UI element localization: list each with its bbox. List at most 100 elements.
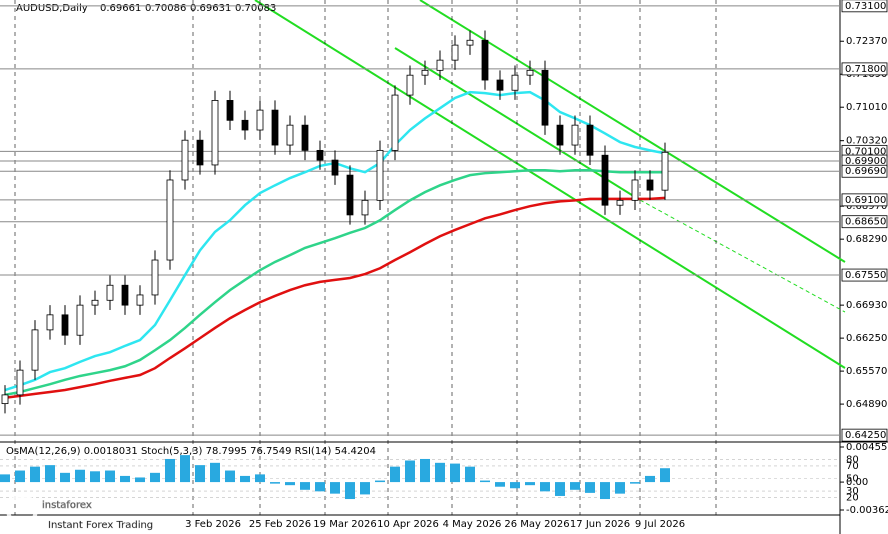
candle-body [256, 109, 264, 131]
candle-body [541, 69, 549, 126]
osma-bar [15, 470, 25, 483]
y2-tick-label: 70 [846, 461, 859, 472]
candle-body [196, 139, 204, 166]
y-tick-label: 0.64890 [846, 399, 887, 410]
candle-body [271, 109, 279, 146]
level-label: 0.71800 [845, 64, 886, 75]
osma-bar [495, 482, 505, 487]
osma-bar [210, 462, 220, 483]
osma-bar [270, 482, 280, 484]
y-tick-label: 0.004552 [846, 442, 888, 453]
channel-line [419, 0, 846, 263]
y-tick-label: 0.68290 [846, 234, 887, 245]
candle-body [586, 124, 594, 156]
candle-body [226, 100, 234, 121]
y2-tick-label: 20 [846, 492, 859, 503]
osma-bar [570, 482, 580, 490]
level-box [841, 0, 888, 13]
x-tick-label: 17 Jun 2026 [570, 519, 630, 530]
candle-body [466, 39, 474, 46]
osma-bar [510, 482, 520, 489]
y-tick-label: 0.70320 [846, 136, 887, 147]
chart-title: AUDUSD,Daily [16, 3, 88, 14]
y-tick-label: 0.66930 [846, 300, 887, 311]
candle-body [646, 179, 654, 191]
osma-bar [465, 466, 475, 483]
osma-bar [450, 463, 460, 483]
osma-bar [60, 472, 70, 483]
level-label: 0.68650 [845, 217, 886, 228]
channel-line [254, 0, 846, 369]
candle-body [481, 39, 489, 81]
candle-body [136, 294, 144, 306]
x-tick-label: 4 May 2026 [443, 519, 502, 530]
logo-icon [6, 494, 38, 526]
level-label: 0.70100 [845, 146, 886, 157]
osma-bar [75, 469, 85, 483]
candle-body [31, 329, 39, 371]
candle-body [616, 199, 624, 206]
candle-body [631, 179, 639, 201]
x-tick-label: 26 May 2026 [504, 519, 569, 530]
candle-body [286, 124, 294, 146]
candle-body [451, 44, 459, 61]
candle-body [661, 151, 669, 191]
level-label: 0.69100 [845, 195, 886, 206]
osma-bar [330, 482, 340, 494]
candle-body [421, 69, 429, 76]
level-box [841, 164, 888, 178]
logo: instaforex Instant Forex Trading [6, 494, 153, 531]
candle-body [301, 124, 309, 151]
candle-body [151, 259, 159, 296]
candle-body [106, 284, 114, 301]
osma-bar [0, 474, 10, 483]
y2-tick-label: 80 [846, 455, 859, 466]
candle-body [1, 394, 9, 405]
osma-bar [180, 455, 190, 483]
osma-bar [390, 466, 400, 483]
candle-body [391, 94, 399, 151]
x-tick-label: 3 Feb 2026 [185, 519, 241, 530]
level-box [841, 428, 888, 442]
osma-bar [150, 472, 160, 483]
y-tick-label: -0.003621 [846, 505, 888, 516]
candle-body [376, 149, 384, 201]
x-tick-label: 19 Mar 2026 [313, 519, 376, 530]
osma-bar [375, 480, 385, 483]
osma-bar [135, 477, 145, 483]
level-box [841, 62, 888, 76]
candle-body [346, 174, 354, 216]
level-box [841, 268, 888, 282]
osma-bar [630, 482, 640, 484]
candle-body [361, 199, 369, 216]
candle-body [436, 59, 444, 71]
header-value: 0.69661 [100, 3, 141, 14]
channel-line [394, 47, 641, 201]
y-tick-label: 0.00 [846, 477, 868, 488]
candle-body [241, 119, 249, 131]
y2-tick-label: 30 [846, 486, 859, 497]
header-value: 0.70083 [235, 3, 276, 14]
osma-bar [360, 482, 370, 495]
moving-average [4, 169, 665, 397]
logo-tagline: Instant Forex Trading [48, 520, 153, 531]
y-tick-label: 0.71010 [846, 102, 887, 113]
trend-channel [254, 0, 846, 369]
x-tick-label: 10 Apr 2026 [377, 519, 439, 530]
level-label: 0.67550 [845, 270, 886, 281]
y-tick-label: 0.72370 [846, 36, 887, 47]
candle-body [316, 149, 324, 161]
candle-body [181, 139, 189, 181]
osma-bar [345, 482, 355, 500]
logo-name: instaforex [42, 500, 92, 511]
level-label: 0.64250 [845, 430, 886, 441]
osma-bar [480, 480, 490, 483]
candle-body [556, 124, 564, 146]
level-box [841, 215, 888, 229]
osma-bar [600, 482, 610, 500]
candle-body [61, 314, 69, 336]
y2-tick-label: 50 [846, 474, 859, 485]
candle-body [46, 314, 54, 331]
